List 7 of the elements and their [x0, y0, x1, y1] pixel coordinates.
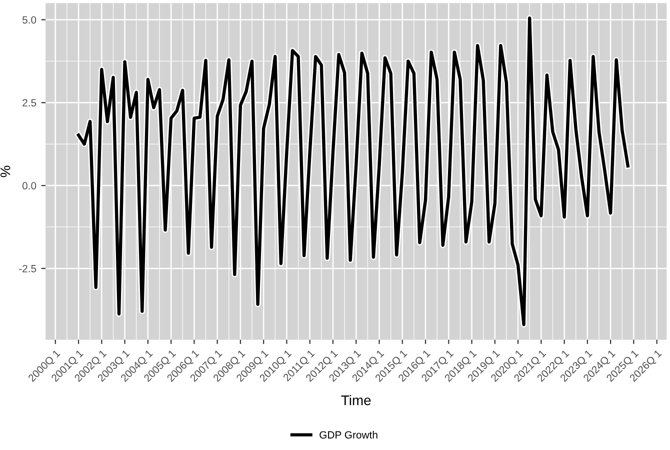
- y-tick-label: -2.5: [19, 264, 36, 272]
- y-axis-title: %: [0, 166, 10, 178]
- y-tick-label: 0.0: [22, 182, 36, 190]
- legend-label: GDP Growth: [320, 430, 378, 439]
- y-tick-label: 2.5: [22, 99, 36, 107]
- y-tick-label: 5.0: [22, 16, 36, 24]
- x-axis-title: Time: [341, 395, 371, 406]
